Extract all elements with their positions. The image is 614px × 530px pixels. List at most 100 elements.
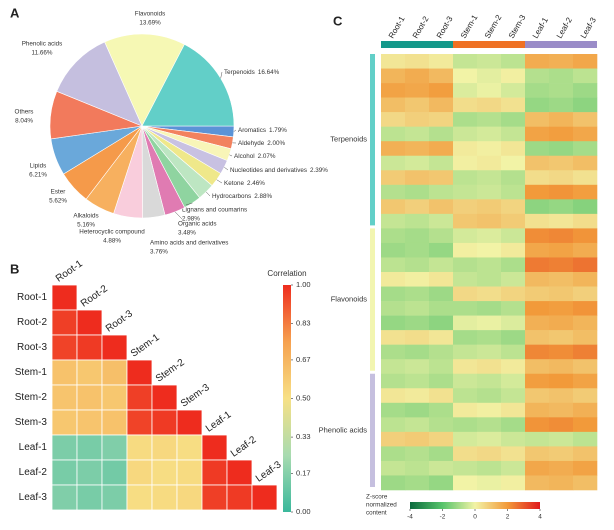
- slice-label: Flavonoids: [135, 11, 165, 18]
- leader-line: [205, 191, 211, 197]
- heat-cell: [525, 97, 550, 113]
- heat-cell: [405, 359, 430, 375]
- heat-cell: [101, 409, 128, 436]
- slice-name: Terpenoids: [224, 69, 255, 76]
- heat-cell: [226, 484, 253, 511]
- slice-value: 2.88%: [254, 193, 272, 200]
- column-label: Stem-1: [129, 332, 162, 360]
- heat-cell: [573, 475, 598, 491]
- heat-cell: [549, 126, 574, 142]
- heat-cell: [405, 242, 430, 258]
- heat-cell: [151, 484, 178, 511]
- heat-cell: [477, 417, 502, 433]
- heat-cell: [501, 242, 526, 258]
- leader-line: [233, 129, 237, 132]
- heat-cell: [405, 97, 430, 113]
- heat-cell: [549, 417, 574, 433]
- slice-label: Ketone 2.46%: [224, 180, 265, 187]
- heat-cell: [477, 402, 502, 418]
- heat-cell: [573, 68, 598, 84]
- row-label: Leaf-3: [19, 492, 48, 503]
- colorbar-tick-label: -2: [440, 514, 446, 521]
- colorbar-tick-label: 0.50: [296, 393, 311, 402]
- slice-value: 2.00%: [267, 140, 285, 147]
- heat-cell: [405, 170, 430, 186]
- heat-cell: [151, 384, 178, 411]
- heat-cell: [453, 460, 478, 476]
- slice-value: 3.76%: [150, 249, 168, 256]
- heat-cell: [477, 301, 502, 316]
- heat-cell: [501, 388, 526, 404]
- heat-cell: [51, 459, 78, 486]
- row-label: Root-3: [17, 342, 47, 353]
- heat-cell: [101, 359, 128, 386]
- heat-cell: [101, 459, 128, 486]
- heat-cell: [453, 388, 478, 404]
- leader-line: [220, 71, 223, 79]
- heat-cell: [51, 409, 78, 436]
- heat-cell: [549, 228, 574, 244]
- heat-cell: [405, 199, 430, 215]
- heat-cell: [453, 228, 478, 244]
- heat-cell: [453, 184, 478, 200]
- heat-cell: [453, 330, 478, 345]
- column-label: Root-2: [411, 14, 431, 40]
- heat-cell: [573, 446, 598, 462]
- heat-cell: [573, 126, 598, 142]
- heat-cell: [51, 284, 78, 311]
- heat-cell: [453, 431, 478, 447]
- heat-cell: [201, 484, 228, 511]
- heat-cell: [501, 112, 526, 127]
- heat-cell: [477, 460, 502, 476]
- column-label: Leaf-1: [204, 409, 234, 435]
- heat-cell: [477, 199, 502, 215]
- heat-cell: [525, 184, 550, 200]
- heat-cell: [549, 170, 574, 186]
- heat-cell: [525, 344, 550, 360]
- colorbar-title: normalized: [366, 502, 397, 509]
- column-label: Root-1: [54, 258, 85, 284]
- heat-cell: [429, 446, 454, 462]
- heat-cell: [151, 459, 178, 486]
- row-label: Leaf-2: [19, 467, 48, 478]
- heat-cell: [429, 417, 454, 433]
- heat-cell: [501, 446, 526, 462]
- heat-cell: [453, 446, 478, 462]
- heat-cell: [573, 344, 598, 360]
- heat-cell: [453, 242, 478, 258]
- colorbar-tick-label: 2: [506, 514, 510, 521]
- leader-line: [229, 154, 233, 157]
- heat-cell: [381, 228, 406, 244]
- heat-cell: [477, 373, 502, 389]
- heat-cell: [525, 199, 550, 215]
- heat-cell: [453, 257, 478, 273]
- heat-cell: [549, 83, 574, 98]
- heat-cell: [573, 242, 598, 258]
- heat-cell: [501, 155, 526, 171]
- row-group-bar: [370, 373, 375, 487]
- heat-cell: [429, 257, 454, 273]
- heat-cell: [549, 68, 574, 84]
- heat-cell: [405, 475, 430, 491]
- heat-cell: [525, 359, 550, 375]
- heat-cell: [405, 330, 430, 345]
- heat-cell: [151, 434, 178, 461]
- slice-label: Others: [15, 109, 34, 116]
- heat-cell: [501, 97, 526, 113]
- heat-cell: [549, 257, 574, 273]
- heat-cell: [549, 184, 574, 200]
- heat-cell: [453, 126, 478, 142]
- heat-cell: [501, 315, 526, 331]
- heat-cell: [549, 272, 574, 287]
- slice-name: Nucleotides and derivatives: [230, 167, 307, 174]
- heat-cell: [405, 388, 430, 404]
- heat-cell: [381, 272, 406, 287]
- heat-cell: [405, 286, 430, 302]
- heat-cell: [453, 141, 478, 157]
- slice-label: Alcohol 2.07%: [234, 153, 276, 160]
- slice-value: 11.66%: [32, 50, 53, 57]
- slice-name: Aromatics: [238, 127, 266, 134]
- heat-cell: [381, 257, 406, 273]
- slice-label: Ester: [51, 189, 66, 196]
